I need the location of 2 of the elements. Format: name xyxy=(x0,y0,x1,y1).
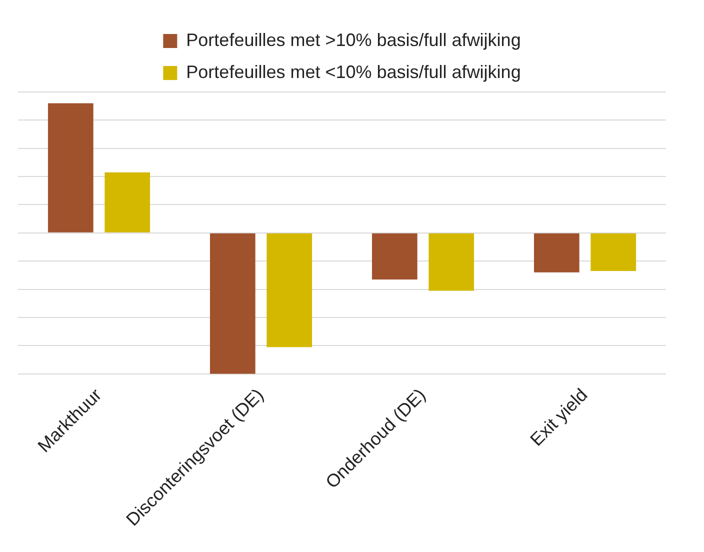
legend-label: Portefeuilles met <10% basis/full afwijking xyxy=(186,62,521,82)
legend-label: Portefeuilles met >10% basis/full afwijking xyxy=(186,30,521,50)
